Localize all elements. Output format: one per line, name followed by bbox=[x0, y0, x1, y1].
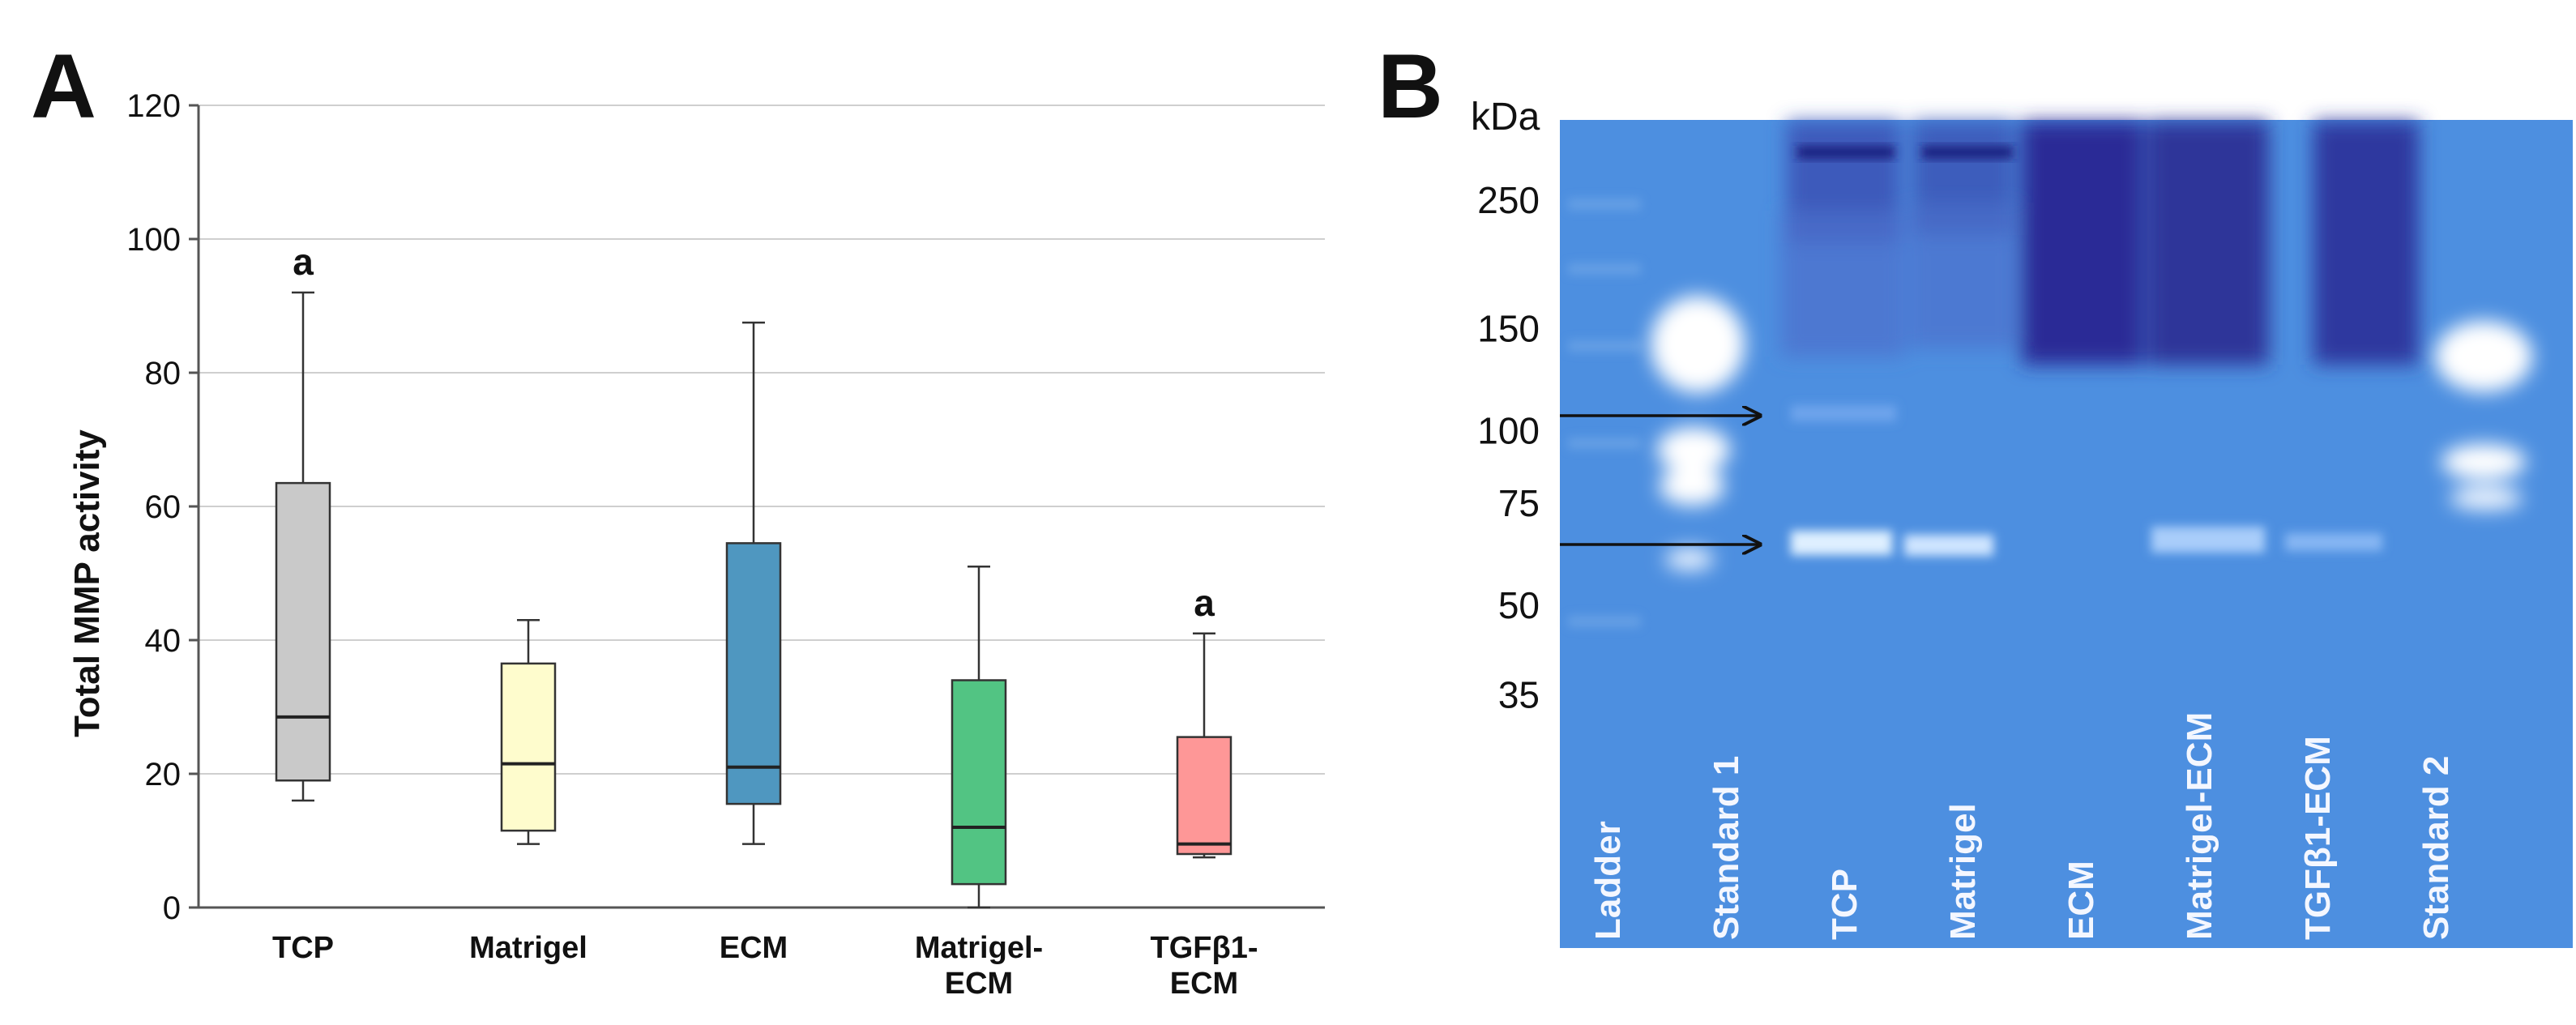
y-tick-label: 100 bbox=[126, 222, 181, 258]
panel-b: B kDa 250 150 100 75 50 35 bbox=[1378, 36, 2573, 948]
lane-label: Standard 1 bbox=[1707, 756, 1746, 940]
gel-band bbox=[2450, 487, 2523, 510]
lane-label: ECM bbox=[2061, 861, 2101, 940]
standard-2-bands bbox=[2435, 321, 2532, 510]
box bbox=[725, 542, 782, 805]
y-tick-labels: 0 20 40 60 80 100 120 bbox=[126, 88, 181, 926]
category-label: Matrigel bbox=[469, 931, 587, 965]
box bbox=[951, 679, 1007, 886]
y-axis-title: Total MMP activity bbox=[67, 429, 107, 737]
box bbox=[275, 481, 331, 782]
top-bands bbox=[1797, 146, 2013, 159]
y-tick-label: 120 bbox=[126, 88, 181, 124]
y-tick-label: 40 bbox=[145, 623, 182, 659]
gel-band bbox=[1665, 548, 1714, 570]
clear-bands bbox=[1791, 405, 2382, 556]
ladder-band bbox=[1568, 199, 1641, 210]
gel-band bbox=[1904, 535, 1993, 556]
significance-letter: a bbox=[1194, 582, 1215, 624]
category-label: Matrigel- bbox=[915, 931, 1043, 965]
gel-band bbox=[2435, 321, 2532, 392]
box-group bbox=[951, 566, 1007, 909]
mw-marker-label: 35 bbox=[1498, 674, 1540, 716]
category-label: ECM bbox=[720, 931, 788, 965]
gel-band bbox=[1651, 296, 1745, 393]
mw-marker-label: 250 bbox=[1477, 179, 1540, 221]
y-tick-label: 80 bbox=[145, 356, 182, 391]
category-label: TGFβ1- bbox=[1151, 931, 1258, 965]
category-label: TCP bbox=[272, 931, 334, 965]
standard-1-bands bbox=[1651, 296, 1745, 570]
mw-marker-label: 150 bbox=[1477, 308, 1540, 350]
ladder-band bbox=[1568, 616, 1641, 627]
lane-label: Matrigel bbox=[1943, 803, 1983, 940]
gel-smear bbox=[2022, 122, 2143, 365]
mw-marker-label: 50 bbox=[1498, 584, 1540, 626]
ladder-band bbox=[1568, 438, 1641, 449]
gel-band bbox=[1791, 405, 1896, 421]
kda-unit-label: kDa bbox=[1471, 96, 1540, 139]
gel-band bbox=[2151, 527, 2265, 553]
lane-label: Standard 2 bbox=[2416, 756, 2456, 940]
box-group: a bbox=[1176, 582, 1232, 859]
panel-a-label: A bbox=[31, 36, 96, 137]
gel-smear bbox=[1781, 211, 1904, 357]
panel-b-label: B bbox=[1378, 36, 1443, 137]
gridlines bbox=[189, 104, 1325, 909]
lane-label: TGFβ1-ECM bbox=[2298, 736, 2338, 940]
mw-marker-label: 75 bbox=[1498, 482, 1540, 524]
gel-smear bbox=[1908, 203, 2018, 348]
gel-band bbox=[1657, 427, 1730, 472]
category-label: ECM bbox=[945, 967, 1013, 1001]
box bbox=[1176, 736, 1232, 856]
category-label: ECM bbox=[1170, 967, 1238, 1001]
ladder-band bbox=[1568, 340, 1641, 352]
mw-marker-label: 100 bbox=[1477, 410, 1540, 452]
ladder-bands bbox=[1568, 199, 1641, 627]
gel-band bbox=[1791, 531, 1892, 555]
box-plots: aa bbox=[275, 241, 1232, 909]
gel-band bbox=[1660, 467, 1724, 506]
digestion-smears bbox=[1781, 122, 2419, 365]
lane-label: TCP bbox=[1825, 869, 1865, 940]
lane-label: Ladder bbox=[1588, 821, 1628, 940]
gel-band bbox=[1797, 146, 1895, 159]
lane-labels: Ladder Standard 1 TCP Matrigel ECM Matrigel-E… bbox=[1588, 712, 2456, 940]
box-group bbox=[725, 321, 782, 845]
y-tick-label: 20 bbox=[145, 757, 182, 792]
y-tick-label: 0 bbox=[163, 890, 181, 926]
box-group bbox=[500, 619, 557, 845]
gel-band bbox=[1922, 146, 2013, 159]
y-tick-label: 60 bbox=[145, 489, 182, 525]
significance-letter: a bbox=[293, 241, 314, 283]
box-group: a bbox=[275, 241, 331, 802]
molecular-weight-labels: 250 150 100 75 50 35 bbox=[1477, 179, 1540, 716]
gel-band bbox=[2441, 444, 2526, 480]
gel-smear bbox=[2313, 122, 2419, 365]
ladder-band bbox=[1568, 263, 1641, 275]
gel-band bbox=[2285, 533, 2382, 551]
gel-smear bbox=[2147, 122, 2269, 365]
box bbox=[500, 662, 557, 832]
lane-label: Matrigel-ECM bbox=[2180, 712, 2219, 940]
